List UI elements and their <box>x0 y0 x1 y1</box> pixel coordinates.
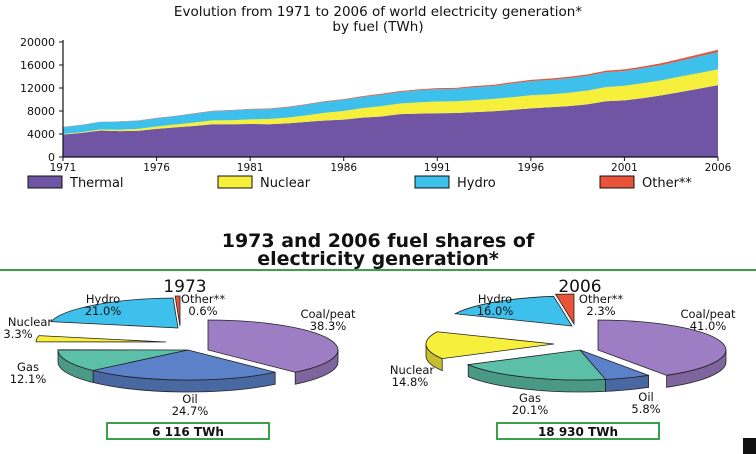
area-chart-ticks: 0 4000 8000 12000 16000 20000 1971 1976 1981 1986… <box>20 36 732 174</box>
area-series-hydro <box>63 52 718 134</box>
pie-2006-total: 18 930 TWh <box>538 425 618 439</box>
legend-label: Hydro <box>457 176 496 191</box>
pie-value-coalpeat: 38.3% <box>310 319 347 333</box>
pie-value-other: 2.3% <box>586 304 615 318</box>
pie-label-gas: Gas <box>519 391 541 405</box>
pie-label-other: Other** <box>181 292 225 306</box>
pie-section-title-line2: electricity generation* <box>257 248 499 270</box>
pie-2006-total-box <box>496 422 660 440</box>
pie-slice-hydro <box>50 297 179 329</box>
y-tick-label: 0 <box>48 151 55 164</box>
area-chart-subtitle: by fuel (TWh) <box>332 19 423 35</box>
pie-label-gas: Gas <box>17 360 39 374</box>
x-tick-label: 1996 <box>517 162 544 174</box>
pie-value-coalpeat: 41.0% <box>690 319 727 333</box>
pie-value-other: 0.6% <box>188 304 217 318</box>
pie-value-hydro: 16.0% <box>477 304 514 318</box>
pie-slice-oil <box>93 349 276 381</box>
pie-value-nuclear: 3.3% <box>3 327 32 341</box>
x-tick-label: 1981 <box>237 162 264 174</box>
x-tick-label: 2001 <box>611 162 638 174</box>
pie-label-nuclear: Nuclear <box>390 363 435 377</box>
area-chart-layers <box>63 49 718 157</box>
pie-label-coalpeat: Coal/peat <box>680 307 736 321</box>
pie-slice-coalpeat <box>207 319 339 373</box>
corner-marker <box>743 438 756 454</box>
pie-label-hydro: Hydro <box>478 292 512 306</box>
legend-label: Other** <box>642 176 692 191</box>
pie-slice-nuclear <box>425 331 555 360</box>
area-series-thermal <box>63 85 718 157</box>
pie-slice-oil <box>579 349 649 380</box>
pie-label-oil: Oil <box>638 390 653 404</box>
legend-swatch <box>414 175 450 189</box>
pie-value-oil: 5.8% <box>631 402 660 416</box>
legend-swatch <box>27 175 63 189</box>
pie-value-gas: 20.1% <box>512 403 549 417</box>
pie-label-other: Other** <box>579 292 623 306</box>
legend-swatch <box>217 175 253 189</box>
legend-swatch <box>599 175 635 189</box>
area-chart-legend: Thermal Nuclear Hydro Other** <box>27 175 692 191</box>
pie-label-oil: Oil <box>182 392 197 406</box>
pie-1973-total: 6 116 TWh <box>152 425 224 439</box>
pie-slice-other <box>174 295 181 327</box>
area-chart-title: Evolution from 1971 to 2006 of world ele… <box>174 4 582 20</box>
pie-slice-gas <box>57 349 189 371</box>
x-tick-label: 1976 <box>143 162 170 174</box>
x-tick-label: 1986 <box>330 162 357 174</box>
pie-1973-title: 1973 <box>163 277 206 297</box>
pie-label-coalpeat: Coal/peat <box>300 307 356 321</box>
pie-1973-total-box <box>106 422 270 440</box>
pie-value-nuclear: 14.8% <box>392 375 429 389</box>
pie-slice-hydro <box>453 295 573 327</box>
pie-label-nuclear: Nuclear <box>8 315 53 329</box>
area-series-nuclear <box>63 69 718 135</box>
x-tick-label: 1991 <box>424 162 451 174</box>
pie-section-title-line1: 1973 and 2006 fuel shares of <box>222 230 535 252</box>
y-tick-label: 4000 <box>27 128 55 141</box>
pie-value-hydro: 21.0% <box>85 304 122 318</box>
y-tick-label: 8000 <box>27 105 55 118</box>
pie-slice-nuclear <box>35 335 167 343</box>
x-tick-label: 2006 <box>705 162 732 174</box>
pie-2006-title: 2006 <box>558 277 601 297</box>
pie-value-gas: 12.1% <box>10 372 47 386</box>
pie-label-hydro: Hydro <box>86 292 120 306</box>
pie-slice-coalpeat <box>597 319 727 376</box>
y-tick-label: 16000 <box>20 59 55 72</box>
x-tick-label: 1971 <box>50 162 77 174</box>
legend-label: Nuclear <box>260 176 311 191</box>
y-tick-label: 12000 <box>20 82 55 95</box>
y-tick-label: 20000 <box>20 36 55 49</box>
pie-slice-gas <box>466 349 607 381</box>
legend-label: Thermal <box>69 176 124 191</box>
pie-value-oil: 24.7% <box>172 404 209 418</box>
pie-slice-other <box>554 293 575 326</box>
